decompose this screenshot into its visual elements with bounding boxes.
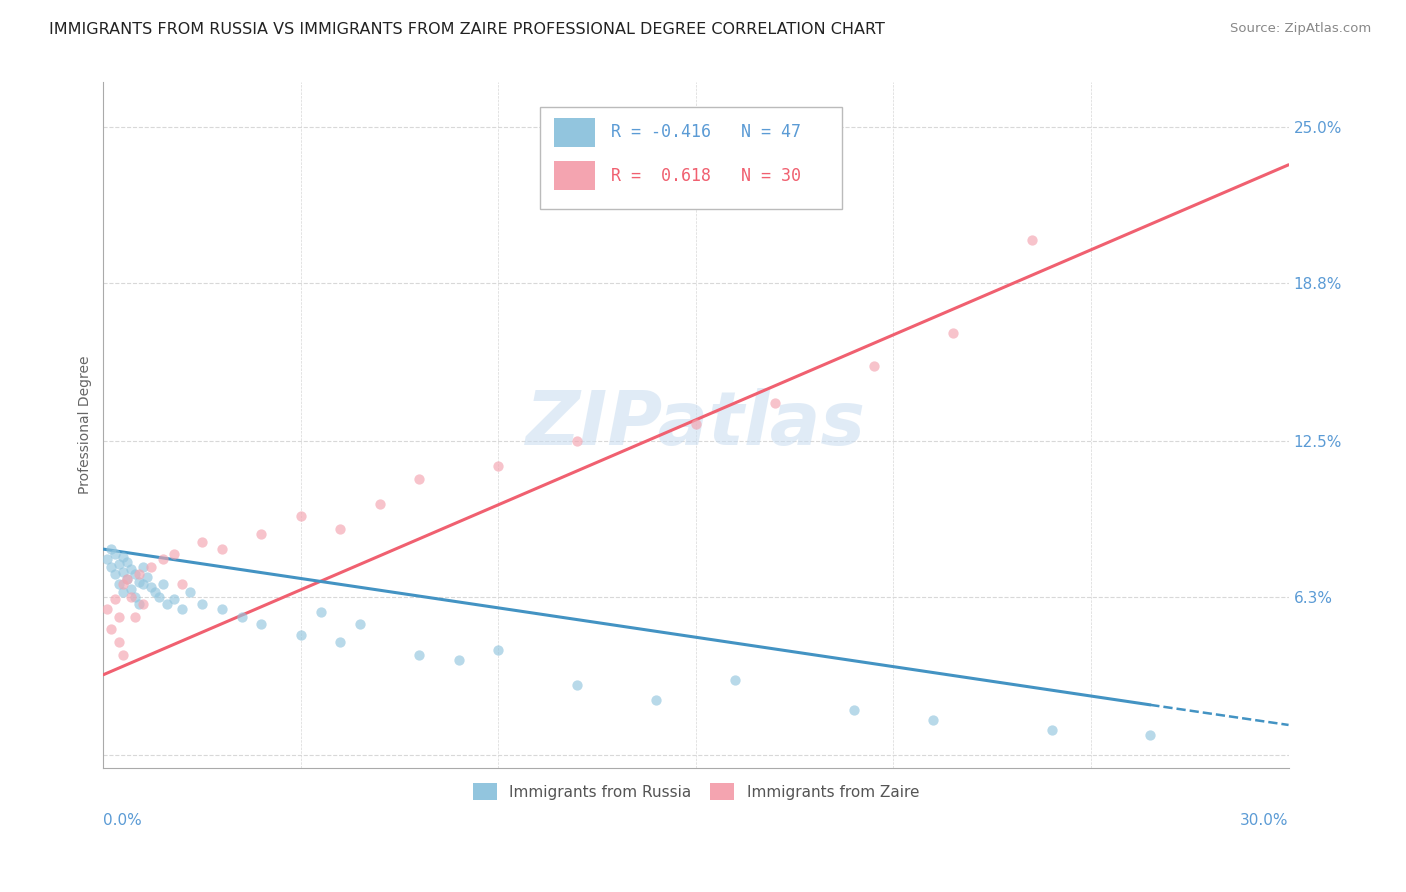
Text: 30.0%: 30.0% xyxy=(1240,813,1288,828)
Point xyxy=(100,623,122,637)
Point xyxy=(112,577,135,591)
Point xyxy=(115,555,138,569)
Point xyxy=(211,602,233,616)
Point xyxy=(408,472,430,486)
Point xyxy=(763,396,786,410)
Point xyxy=(108,610,131,624)
Point xyxy=(124,567,146,582)
Point xyxy=(329,635,352,649)
Text: R =  0.618   N = 30: R = 0.618 N = 30 xyxy=(610,167,800,185)
Point xyxy=(112,549,135,564)
Point xyxy=(108,577,131,591)
Point xyxy=(104,547,127,561)
Point xyxy=(488,459,510,474)
Point xyxy=(250,617,273,632)
Point xyxy=(685,417,707,431)
Point xyxy=(922,713,945,727)
Point xyxy=(329,522,352,536)
Point xyxy=(135,570,157,584)
Point xyxy=(148,590,170,604)
Point xyxy=(128,567,150,582)
Point xyxy=(112,648,135,662)
Point xyxy=(231,610,253,624)
Point xyxy=(488,642,510,657)
Point xyxy=(139,559,162,574)
Point xyxy=(567,678,589,692)
Point xyxy=(152,552,174,566)
Y-axis label: Professional Degree: Professional Degree xyxy=(79,356,93,494)
Point xyxy=(349,617,371,632)
Point xyxy=(1021,233,1043,247)
Point xyxy=(115,572,138,586)
Point xyxy=(408,648,430,662)
Text: 0.0%: 0.0% xyxy=(104,813,142,828)
Text: ZIPatlas: ZIPatlas xyxy=(526,388,866,461)
Point xyxy=(108,635,131,649)
Point xyxy=(179,584,201,599)
Point xyxy=(368,497,391,511)
Point xyxy=(942,326,965,340)
Point xyxy=(309,605,332,619)
Point xyxy=(128,598,150,612)
Point xyxy=(645,693,668,707)
Point xyxy=(108,557,131,571)
Point xyxy=(143,584,166,599)
FancyBboxPatch shape xyxy=(554,161,595,190)
FancyBboxPatch shape xyxy=(554,119,595,147)
Point xyxy=(1139,728,1161,742)
Point xyxy=(155,598,177,612)
Point xyxy=(172,577,194,591)
Point xyxy=(191,534,214,549)
Point xyxy=(124,590,146,604)
Point xyxy=(139,580,162,594)
Point xyxy=(1040,723,1063,737)
Point xyxy=(128,574,150,589)
Point xyxy=(132,559,155,574)
Point xyxy=(124,610,146,624)
Point xyxy=(250,527,273,541)
Point xyxy=(842,703,865,717)
Point xyxy=(290,627,312,641)
Point xyxy=(120,562,142,576)
Legend: Immigrants from Russia, Immigrants from Zaire: Immigrants from Russia, Immigrants from … xyxy=(468,779,924,805)
Point xyxy=(862,359,884,373)
Point xyxy=(104,567,127,582)
Text: R = -0.416   N = 47: R = -0.416 N = 47 xyxy=(610,123,800,141)
Point xyxy=(132,598,155,612)
Point xyxy=(112,565,135,579)
Point xyxy=(211,542,233,557)
FancyBboxPatch shape xyxy=(540,107,842,209)
Point xyxy=(152,577,174,591)
Text: Source: ZipAtlas.com: Source: ZipAtlas.com xyxy=(1230,22,1371,36)
Point xyxy=(290,509,312,524)
Point xyxy=(163,547,186,561)
Point xyxy=(567,434,589,449)
Point xyxy=(191,598,214,612)
Point xyxy=(100,559,122,574)
Point xyxy=(724,673,747,687)
Point xyxy=(132,577,155,591)
Point xyxy=(100,542,122,557)
Point xyxy=(447,653,470,667)
Point xyxy=(104,592,127,607)
Text: IMMIGRANTS FROM RUSSIA VS IMMIGRANTS FROM ZAIRE PROFESSIONAL DEGREE CORRELATION : IMMIGRANTS FROM RUSSIA VS IMMIGRANTS FRO… xyxy=(49,22,886,37)
Point xyxy=(120,590,142,604)
Point xyxy=(112,584,135,599)
Point xyxy=(115,572,138,586)
Point xyxy=(96,602,118,616)
Point xyxy=(120,582,142,597)
Point xyxy=(163,592,186,607)
Point xyxy=(96,552,118,566)
Point xyxy=(172,602,194,616)
